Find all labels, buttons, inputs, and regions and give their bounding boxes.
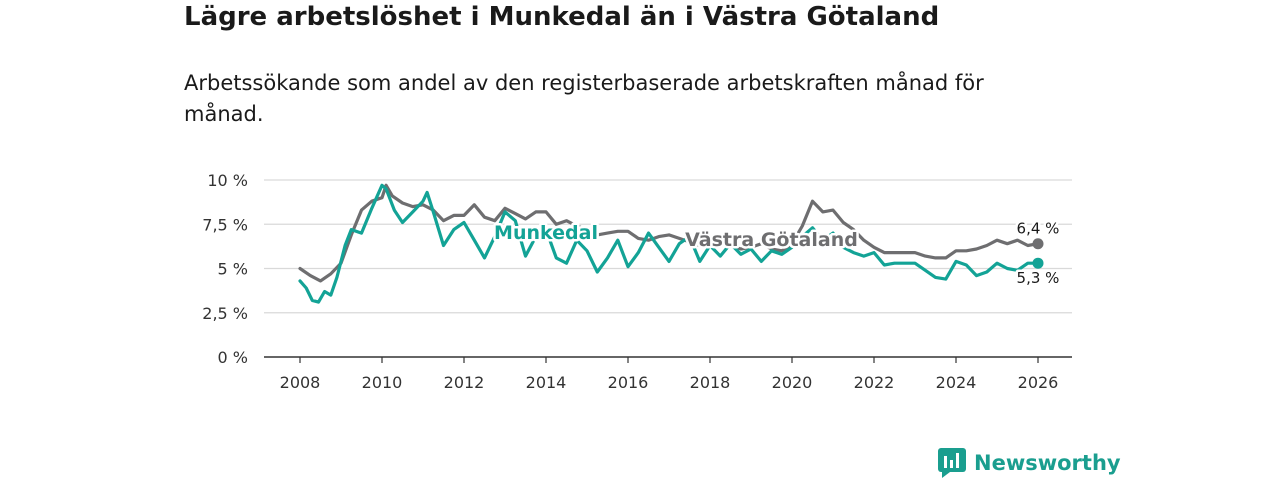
x-tick-label: 2022 <box>854 373 895 392</box>
series-lines <box>298 183 1044 304</box>
x-tick-label: 2014 <box>526 373 567 392</box>
newsworthy-brand: Newsworthy <box>938 447 1121 479</box>
brand-name: Newsworthy <box>974 451 1121 475</box>
series-line-munkedal <box>298 183 1040 304</box>
end-label-vastra-gotaland: 6,4 % <box>1017 220 1060 238</box>
end-point-v-stra-g-taland <box>1032 238 1044 250</box>
y-tick-label: 2,5 % <box>202 304 248 323</box>
x-tick-label: 2024 <box>936 373 977 392</box>
gridlines <box>264 179 1072 314</box>
series-label-v-stra-g-taland: Västra Götaland <box>685 229 858 251</box>
chart-subtitle: Arbetssökande som andel av den registerb… <box>184 71 984 126</box>
series-labels: 6,4 % 5,3 % Munkedal Västra Götaland <box>492 217 1062 289</box>
x-tick-label: 2012 <box>444 373 485 392</box>
series-line-v-stra-g-taland <box>298 183 1040 283</box>
x-tick-label: 2010 <box>362 373 403 392</box>
chart-title: Lägre arbetslöshet i Munkedal än i Västr… <box>184 2 940 32</box>
line-chart: 0 % 2,5 % 5 % 7,5 % 10 % 2008 2010 2012 2014 2016… <box>202 171 1072 392</box>
end-label-munkedal: 5,3 % <box>1017 269 1060 287</box>
x-tick-label: 2016 <box>608 373 649 392</box>
axes: 0 % 2,5 % 5 % 7,5 % 10 % 2008 2010 2012 2014 2016… <box>202 171 1072 392</box>
y-tick-label: 5 % <box>218 260 248 279</box>
y-tick-label: 10 % <box>207 171 248 190</box>
series-label-munkedal: Munkedal <box>494 222 598 244</box>
newsworthy-logo-icon <box>938 448 966 478</box>
x-tick-label: 2018 <box>690 373 731 392</box>
y-tick-label: 0 % <box>218 348 248 367</box>
x-tick-label: 2026 <box>1018 373 1059 392</box>
end-point-munkedal <box>1032 257 1044 269</box>
y-tick-label: 7,5 % <box>202 215 248 234</box>
x-tick-label: 2020 <box>772 373 813 392</box>
x-tick-label: 2008 <box>280 373 321 392</box>
